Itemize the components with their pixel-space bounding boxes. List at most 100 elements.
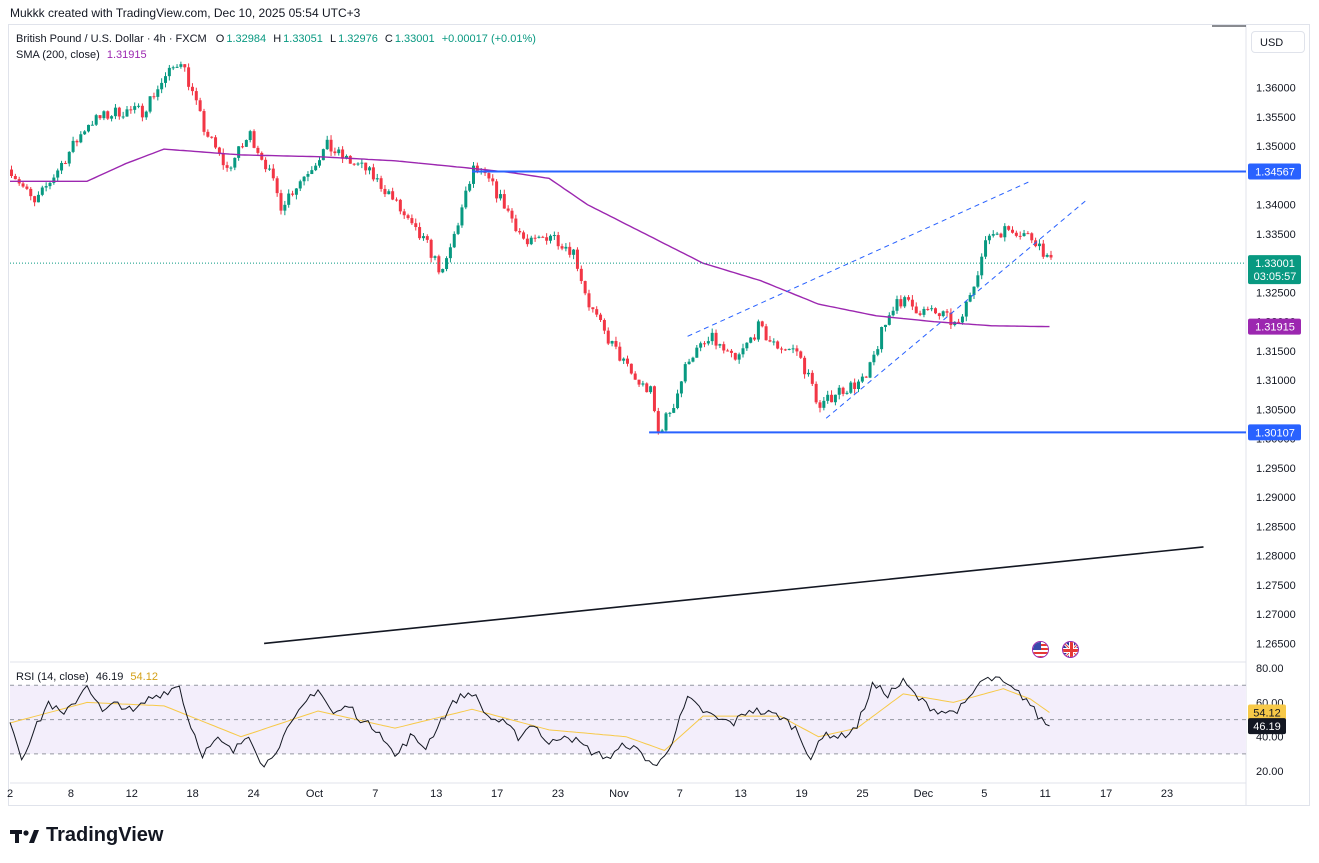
candle-body[interactable]: [602, 320, 606, 331]
candle-body[interactable]: [1007, 226, 1011, 230]
candle-body[interactable]: [90, 124, 94, 126]
candle-body[interactable]: [383, 188, 387, 195]
candle-body[interactable]: [352, 163, 356, 165]
candle-body[interactable]: [883, 324, 887, 327]
candle-body[interactable]: [71, 140, 75, 152]
candle-body[interactable]: [421, 236, 425, 239]
candle-body[interactable]: [679, 381, 683, 394]
candle-body[interactable]: [652, 386, 656, 412]
candle-body[interactable]: [375, 178, 379, 180]
candle-body[interactable]: [214, 137, 218, 148]
candle-body[interactable]: [60, 162, 64, 171]
candle-body[interactable]: [587, 293, 591, 308]
candle-body[interactable]: [753, 337, 757, 340]
candle-body[interactable]: [930, 308, 934, 310]
candle-body[interactable]: [144, 111, 148, 118]
candle-body[interactable]: [764, 326, 768, 341]
candle-body[interactable]: [371, 167, 375, 180]
candle-body[interactable]: [729, 350, 733, 353]
candle-body[interactable]: [456, 225, 460, 234]
candle-body[interactable]: [402, 211, 406, 216]
candle-body[interactable]: [117, 107, 121, 117]
candle-body[interactable]: [760, 321, 764, 327]
candle-body[interactable]: [780, 348, 783, 350]
candle-body[interactable]: [1011, 229, 1014, 233]
candle-body[interactable]: [687, 361, 691, 365]
symbol-name[interactable]: British Pound / U.S. Dollar · 4h · FXCM: [16, 33, 207, 45]
candle-body[interactable]: [849, 382, 853, 393]
candle-body[interactable]: [822, 400, 826, 408]
candle-body[interactable]: [984, 240, 988, 257]
candle-body[interactable]: [44, 186, 48, 188]
candle-body[interactable]: [1018, 235, 1022, 237]
candle-body[interactable]: [749, 337, 753, 343]
candle-body[interactable]: [217, 147, 221, 154]
candle-body[interactable]: [575, 249, 579, 269]
candle-body[interactable]: [668, 412, 672, 414]
candle-body[interactable]: [410, 218, 414, 224]
candle-body[interactable]: [29, 188, 33, 197]
candle-body[interactable]: [987, 235, 991, 241]
candle-body[interactable]: [756, 321, 760, 340]
candle-body[interactable]: [48, 182, 52, 187]
candle-body[interactable]: [110, 116, 114, 119]
trend-line[interactable]: [264, 546, 1204, 645]
candle-body[interactable]: [210, 136, 214, 138]
candle-body[interactable]: [649, 386, 653, 393]
candle-body[interactable]: [560, 246, 564, 249]
candle-body[interactable]: [237, 146, 241, 158]
candle-body[interactable]: [325, 139, 329, 150]
candle-body[interactable]: [591, 307, 595, 310]
candle-body[interactable]: [945, 311, 949, 313]
currency-button[interactable]: USD: [1251, 31, 1305, 53]
candle-body[interactable]: [699, 343, 703, 348]
candle-body[interactable]: [645, 383, 649, 393]
candle-body[interactable]: [903, 297, 907, 307]
candle-body[interactable]: [1022, 233, 1026, 237]
candle-body[interactable]: [221, 153, 225, 166]
candle-body[interactable]: [1026, 233, 1030, 235]
candle-body[interactable]: [726, 350, 730, 352]
candle-body[interactable]: [537, 236, 541, 238]
candle-body[interactable]: [568, 246, 572, 255]
candle-body[interactable]: [283, 204, 287, 211]
candle-body[interactable]: [676, 393, 680, 409]
candle-body[interactable]: [360, 162, 364, 164]
candle-body[interactable]: [845, 392, 849, 394]
candle-body[interactable]: [102, 111, 106, 119]
candle-body[interactable]: [244, 140, 248, 147]
candle-body[interactable]: [294, 188, 298, 195]
candle-body[interactable]: [52, 177, 56, 183]
candle-body[interactable]: [830, 394, 834, 403]
candle-body[interactable]: [1014, 232, 1018, 236]
candle-body[interactable]: [564, 246, 568, 249]
candle-body[interactable]: [541, 236, 545, 238]
candle-body[interactable]: [25, 186, 29, 189]
sma-line[interactable]: [10, 148, 1050, 328]
candle-body[interactable]: [991, 234, 995, 236]
candle-body[interactable]: [133, 106, 137, 110]
candle-body[interactable]: [148, 96, 152, 112]
candle-body[interactable]: [460, 207, 464, 226]
candle-body[interactable]: [914, 306, 918, 314]
candle-body[interactable]: [552, 235, 556, 237]
candle-body[interactable]: [441, 269, 445, 273]
candle-body[interactable]: [799, 351, 803, 358]
candle-body[interactable]: [256, 147, 260, 153]
candle-body[interactable]: [980, 256, 984, 276]
candle-body[interactable]: [876, 349, 880, 355]
candle-body[interactable]: [960, 316, 964, 323]
rsi-legend[interactable]: RSI (14, close) 46.19 54.12: [16, 671, 158, 683]
candle-body[interactable]: [937, 313, 941, 317]
candle-body[interactable]: [94, 115, 98, 125]
candle-body[interactable]: [21, 183, 25, 187]
candle-body[interactable]: [722, 344, 726, 351]
candle-body[interactable]: [683, 364, 687, 382]
candle-body[interactable]: [618, 346, 622, 361]
candle-body[interactable]: [125, 109, 129, 117]
candle-body[interactable]: [745, 342, 749, 349]
candle-body[interactable]: [129, 109, 133, 111]
candle-body[interactable]: [67, 151, 71, 164]
candle-body[interactable]: [344, 155, 348, 159]
